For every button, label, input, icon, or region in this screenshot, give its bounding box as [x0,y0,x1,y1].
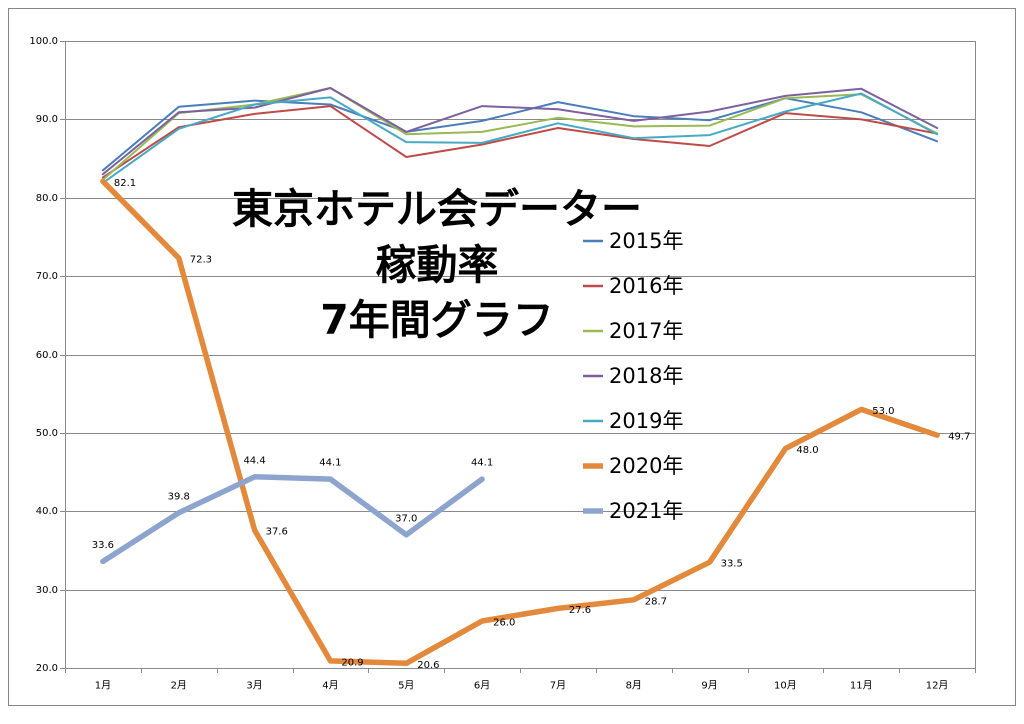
axes: 20.0 30.0 40.0 50.0 60.0 70.0 80.0 90.0 100.0 1月 2… [29,36,976,692]
data-label-2020: 49.7 [948,432,970,443]
chart-title-line-2: 稼動率 [376,241,499,289]
legend-entry-2019: 2019年 [583,409,683,433]
x-tick-label: 10月 [774,680,797,692]
y-tick-label: 50.0 [36,428,58,439]
data-label-2020: 72.3 [190,255,212,266]
y-tick-label: 30.0 [36,585,58,596]
x-tick-label: 12月 [926,680,949,692]
data-label-2020: 82.1 [114,178,136,189]
data-label-2020: 20.9 [341,657,363,668]
series-lines [100,87,940,667]
x-tick-label: 11月 [850,680,873,692]
data-label-2020: 33.5 [721,559,743,570]
x-tick-label: 7月 [550,680,566,692]
x-tick-label: 3月 [246,680,262,692]
x-tick-label: 5月 [398,680,414,692]
x-tick-label: 6月 [474,680,490,692]
legend-label-2018: 2018年 [609,364,683,388]
y-tick-label: 70.0 [36,271,58,282]
x-tick-label: 4月 [322,680,338,692]
legend-label-2015: 2015年 [609,229,683,253]
data-label-2021: 44.1 [471,458,493,469]
data-label-2020: 48.0 [796,445,818,456]
x-tick-label: 8月 [626,680,642,692]
y-tick-label: 40.0 [36,506,58,517]
chart-title-line-3: 7年間グラフ [320,296,554,344]
legend-entry-2020: 2020年 [583,454,683,478]
data-label-2020: 20.6 [417,660,439,671]
series-line-2015 [101,97,939,172]
data-label-2021: 37.0 [395,513,417,524]
x-tick-label: 1月 [95,680,111,692]
series-line-2016 [101,105,939,179]
y-tick-label: 90.0 [36,114,58,125]
data-label-2021: 39.8 [168,491,190,502]
y-tick-label: 60.0 [36,350,58,361]
legend: 2015年 2016年 2017年 2018年 2019年 2020年 2021年 [583,229,683,523]
chart-title: 東京ホテル会データー 稼動率 7年間グラフ [232,185,642,344]
legend-entry-2015: 2015年 [583,229,683,253]
data-label-2020: 53.0 [872,406,894,417]
series-line-2017 [101,87,939,181]
y-tick-label: 100.0 [29,36,58,47]
data-label-2021: 44.1 [319,458,341,469]
x-tick-label: 9月 [701,680,717,692]
legend-label-2021: 2021年 [609,499,683,523]
legend-label-2019: 2019年 [609,409,683,433]
x-tick-label: 2月 [171,680,187,692]
y-tick-label: 20.0 [36,663,58,674]
chart-area-border [8,8,1016,706]
data-label-2020: 37.6 [266,527,288,538]
series-line-2021 [100,474,485,565]
data-label-2021: 44.4 [243,455,265,466]
legend-label-2017: 2017年 [609,319,683,343]
legend-entry-2016: 2016年 [583,274,683,298]
legend-entry-2018: 2018年 [583,364,683,388]
data-label-2020: 28.7 [645,596,667,607]
y-tick-label: 80.0 [36,193,58,204]
data-label-2020: 26.0 [493,617,515,628]
chart-title-line-1: 東京ホテル会データー [232,185,642,233]
data-label-2021: 33.6 [92,540,114,551]
legend-label-2020: 2020年 [609,454,683,478]
legend-entry-2021: 2021年 [583,499,683,523]
data-labels: 82.1 72.3 37.6 20.9 20.6 26.0 27.6 28.7 33.5 48.0… [92,178,971,671]
data-label-2020: 27.6 [569,605,591,616]
legend-label-2016: 2016年 [609,274,683,298]
series-line-2019 [101,92,939,184]
legend-entry-2017: 2017年 [583,319,683,343]
